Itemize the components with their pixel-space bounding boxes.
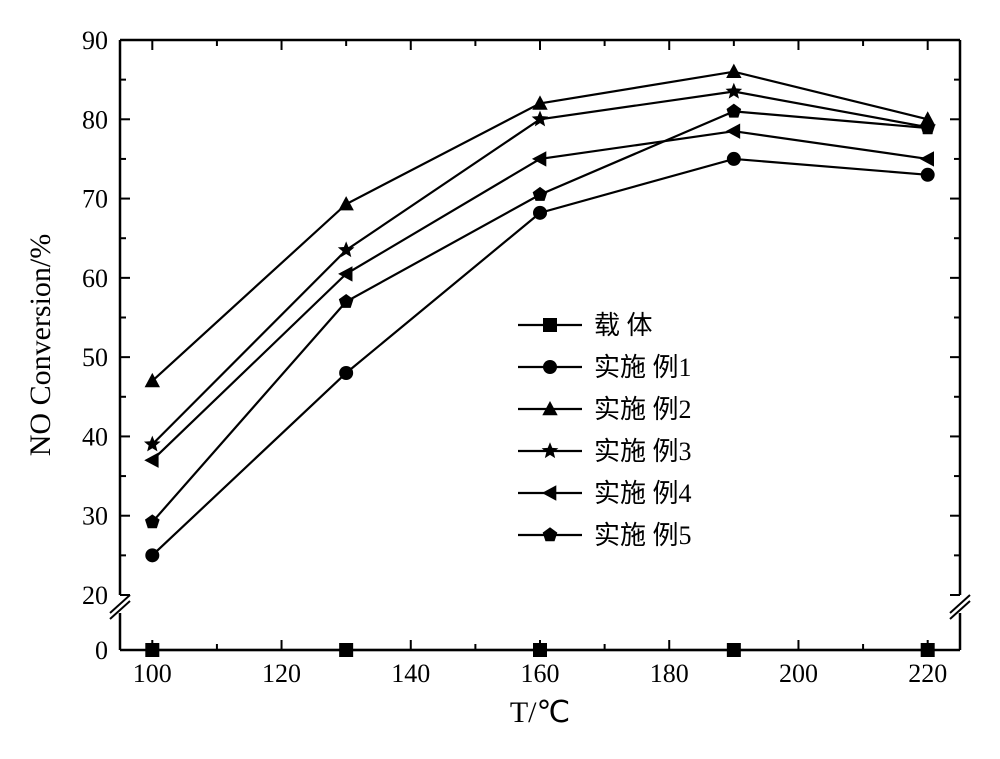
chart-svg: 100 120 140 160 180 200 220 T/℃ 20 30 40 50 60 70 80 90… — [0, 0, 1000, 759]
svg-text:70: 70 — [82, 185, 108, 214]
series-line — [152, 111, 927, 522]
svg-text:30: 30 — [82, 502, 108, 531]
svg-text:0: 0 — [95, 636, 108, 665]
svg-text:140: 140 — [391, 659, 430, 688]
svg-text:60: 60 — [82, 264, 108, 293]
svg-text:80: 80 — [82, 105, 108, 134]
svg-text:20: 20 — [82, 581, 108, 610]
svg-text:100: 100 — [133, 659, 172, 688]
legend-label: 实施 例5 — [594, 521, 692, 550]
svg-text:160: 160 — [521, 659, 560, 688]
svg-text:40: 40 — [82, 422, 108, 451]
chart-container: 100 120 140 160 180 200 220 T/℃ 20 30 40 50 60 70 80 90… — [0, 0, 1000, 759]
svg-text:180: 180 — [650, 659, 689, 688]
series-line — [152, 131, 927, 460]
y-axis-label: NO Conversion/% — [24, 234, 57, 456]
svg-text:120: 120 — [262, 659, 301, 688]
svg-text:50: 50 — [82, 343, 108, 372]
legend-label: 实施 例3 — [594, 437, 692, 466]
legend-label: 实施 例1 — [594, 353, 692, 382]
svg-text:90: 90 — [82, 26, 108, 55]
legend-label: 实施 例4 — [594, 479, 692, 508]
legend-label: 实施 例2 — [594, 395, 692, 424]
svg-text:220: 220 — [908, 659, 947, 688]
legend-label: 载 体 — [594, 311, 653, 340]
svg-text:200: 200 — [779, 659, 818, 688]
x-axis-label: T/℃ — [510, 696, 570, 729]
